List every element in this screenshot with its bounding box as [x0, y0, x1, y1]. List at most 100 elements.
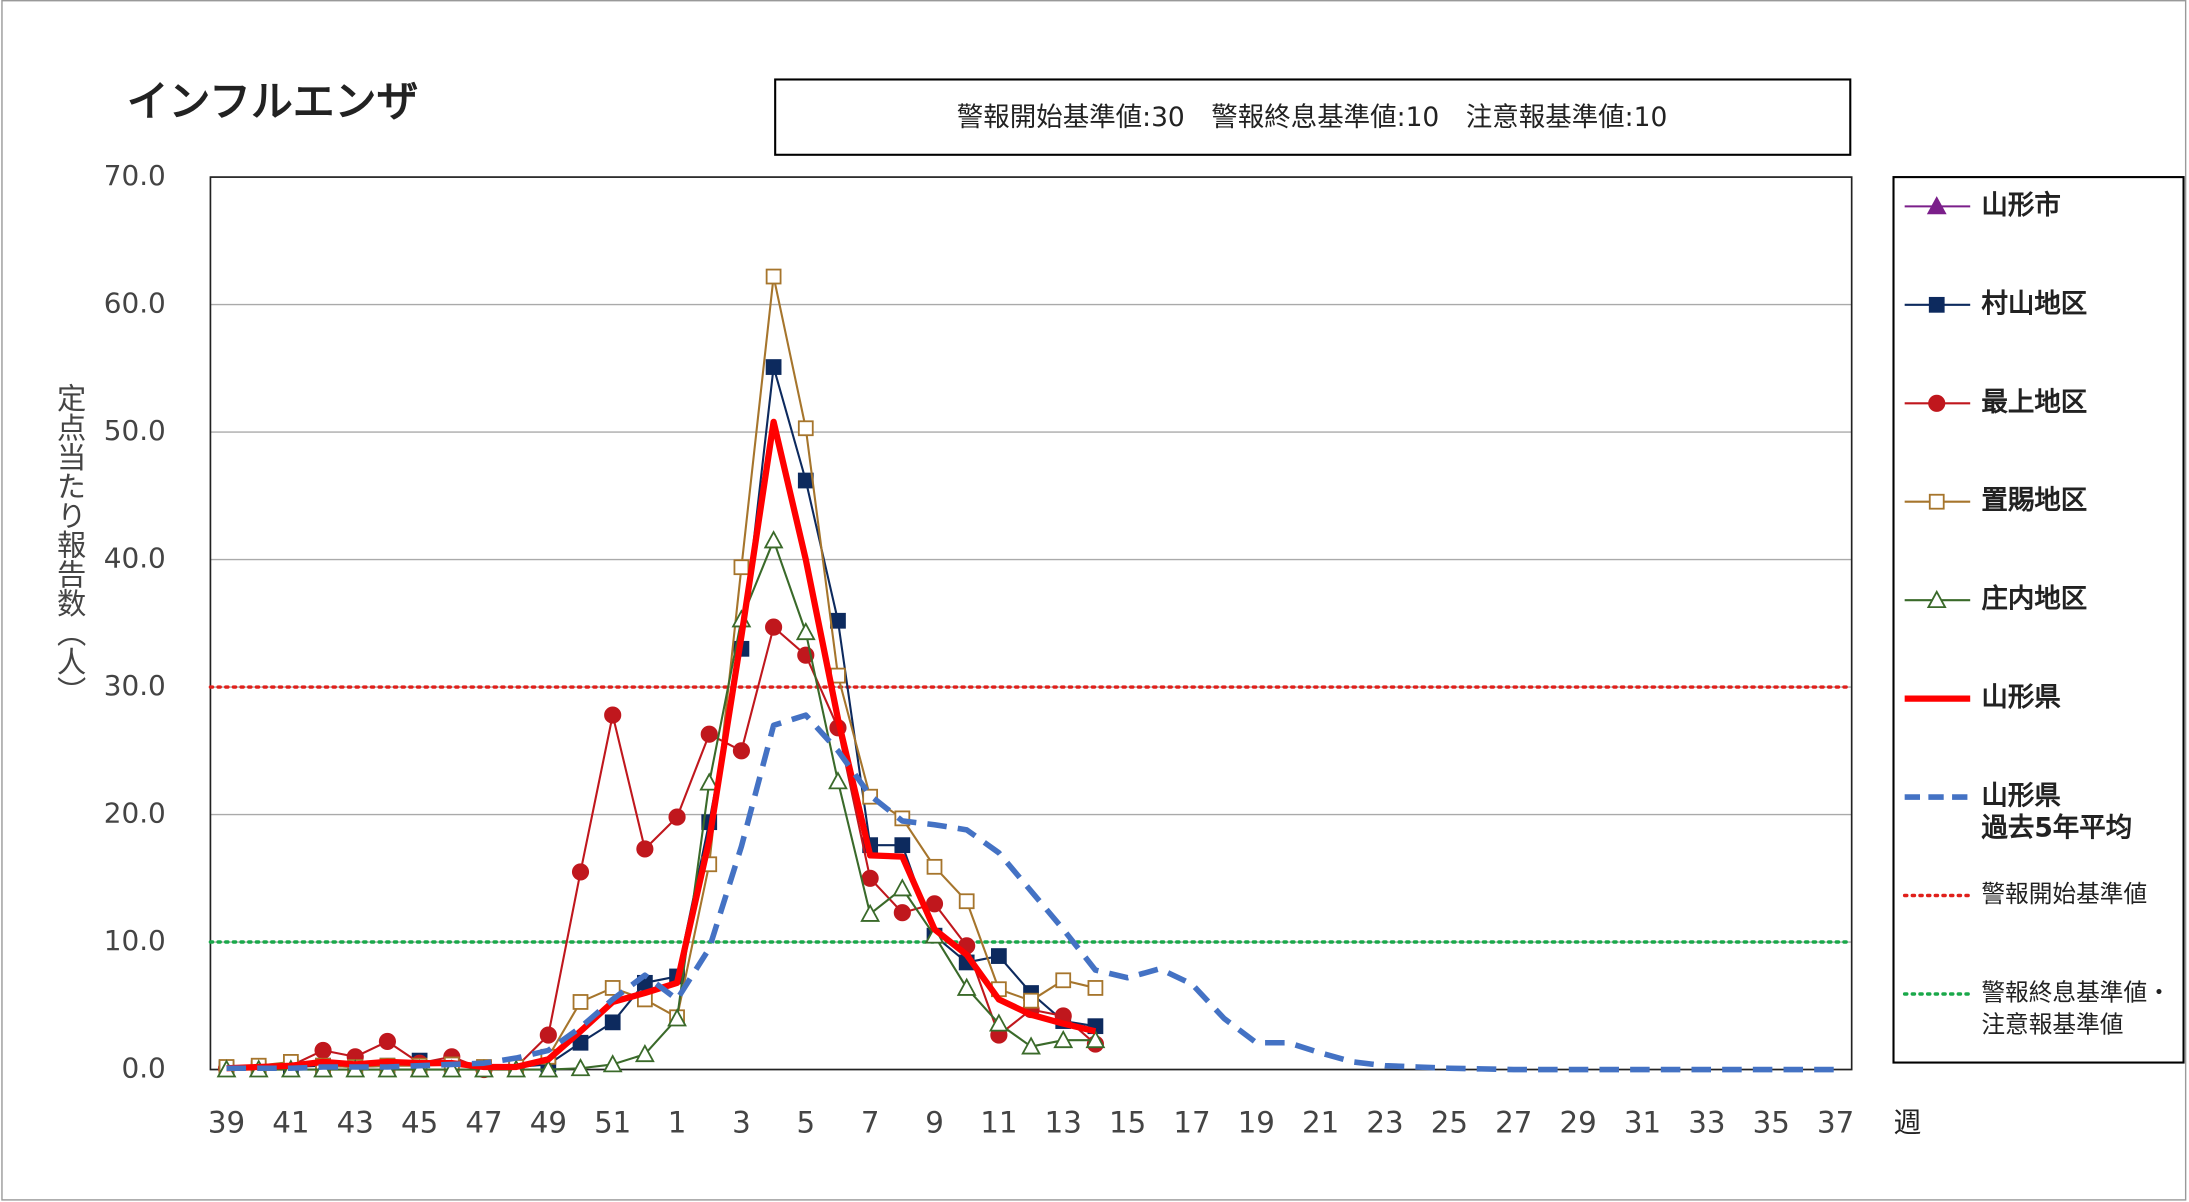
- marker: [860, 903, 881, 922]
- legend-label: 山形県: [1981, 781, 2061, 812]
- marker: [893, 904, 911, 922]
- x-tick-label: 23: [1366, 1105, 1403, 1139]
- x-tick-label: 45: [401, 1105, 438, 1139]
- marker: [1021, 1036, 1041, 1055]
- x-tick-label: 9: [925, 1105, 944, 1139]
- series-line: [226, 712, 1836, 1073]
- marker: [1926, 589, 1947, 609]
- marker: [795, 621, 816, 641]
- y-tick-label: 40.0: [104, 542, 166, 575]
- marker: [602, 1054, 623, 1073]
- x-tick-label: 1: [668, 1105, 687, 1139]
- marker: [765, 268, 782, 285]
- marker: [830, 612, 846, 629]
- x-tick-label: 47: [465, 1105, 502, 1139]
- marker: [539, 1026, 557, 1044]
- x-tick-label: 31: [1624, 1105, 1661, 1139]
- y-tick-label: 30.0: [104, 669, 166, 702]
- x-tick-label: 33: [1688, 1105, 1725, 1139]
- x-tick-label: 51: [594, 1105, 631, 1139]
- x-tick-label: 7: [861, 1105, 880, 1139]
- marker: [925, 895, 944, 913]
- x-tick-label: 21: [1302, 1105, 1339, 1139]
- series-line: [226, 626, 1097, 1071]
- x-tick-label: 25: [1431, 1105, 1468, 1139]
- legend-label: 最上地区: [1981, 387, 2087, 418]
- marker: [765, 618, 783, 636]
- legend-label: 村山地区: [1981, 288, 2087, 319]
- legend-label: 警報開始基準値: [1981, 880, 2147, 908]
- marker: [634, 1043, 655, 1063]
- marker: [1023, 992, 1039, 1009]
- marker: [571, 863, 590, 881]
- x-tick-label: 19: [1238, 1105, 1275, 1139]
- marker: [763, 530, 784, 549]
- marker: [409, 1059, 430, 1078]
- x-tick-label: 5: [796, 1105, 815, 1139]
- x-tick-label: 13: [1045, 1105, 1082, 1139]
- marker: [1926, 196, 1947, 215]
- marker: [956, 977, 977, 996]
- y-tick-label: 70.0: [104, 159, 166, 192]
- annotation-box: [774, 78, 1852, 156]
- legend-box: [1892, 176, 2185, 1064]
- marker: [699, 772, 720, 791]
- y-tick-label: 20.0: [104, 797, 166, 830]
- marker: [861, 869, 879, 887]
- y-axis-label: 定点当たり報告数（人）: [53, 383, 87, 705]
- marker: [797, 472, 814, 489]
- x-tick-label: 39: [208, 1105, 245, 1139]
- x-tick-label: 17: [1173, 1105, 1210, 1139]
- marker: [1087, 980, 1104, 996]
- marker: [572, 1034, 589, 1051]
- marker: [1055, 972, 1072, 989]
- marker: [732, 742, 750, 760]
- marker: [1928, 296, 1945, 313]
- x-tick-label: 29: [1560, 1105, 1597, 1139]
- legend-label: 置賜地区: [1981, 485, 2087, 516]
- marker: [1928, 493, 1945, 510]
- marker: [926, 858, 943, 875]
- marker: [733, 559, 750, 576]
- plot-border: [209, 176, 1853, 1071]
- marker: [828, 771, 848, 790]
- x-tick-label: 41: [272, 1105, 309, 1139]
- legend-label: 警報終息基準値・: [1981, 978, 2171, 1006]
- x-tick-label: 43: [337, 1105, 374, 1139]
- marker: [572, 994, 589, 1010]
- x-tick-label: 37: [1817, 1105, 1854, 1139]
- x-tick-label: 49: [530, 1105, 567, 1139]
- x-axis-label: 週: [1894, 1106, 1922, 1139]
- marker: [797, 420, 814, 437]
- marker: [990, 948, 1007, 964]
- x-tick-label: 15: [1109, 1105, 1146, 1139]
- chart-title: インフルエンザ: [127, 77, 419, 126]
- legend-label: 過去5年平均: [1981, 813, 2132, 844]
- marker: [667, 1008, 687, 1027]
- y-tick-label: 50.0: [104, 414, 166, 447]
- marker: [1928, 394, 1946, 412]
- marker: [604, 1014, 621, 1031]
- marker: [700, 725, 718, 743]
- y-tick-label: 60.0: [104, 287, 166, 320]
- marker: [892, 878, 913, 897]
- legend-label: 山形県: [1981, 682, 2061, 713]
- marker: [1053, 1029, 1074, 1049]
- marker: [441, 1059, 462, 1078]
- legend-label: 注意報基準値: [1981, 1011, 2123, 1039]
- marker: [604, 980, 621, 996]
- x-tick-label: 35: [1753, 1105, 1790, 1139]
- x-tick-label: 11: [980, 1105, 1017, 1139]
- annotation: 警報開始基準値:30 警報終息基準値:10 注意報基準値:10: [957, 102, 1668, 133]
- marker: [314, 1041, 332, 1059]
- x-tick-label: 27: [1495, 1105, 1532, 1139]
- marker: [668, 808, 686, 826]
- marker: [988, 1013, 1009, 1032]
- legend-label: 山形市: [1981, 190, 2060, 221]
- marker: [958, 893, 975, 910]
- legend-label: 庄内地区: [1981, 584, 2087, 615]
- x-tick-label: 3: [732, 1105, 751, 1139]
